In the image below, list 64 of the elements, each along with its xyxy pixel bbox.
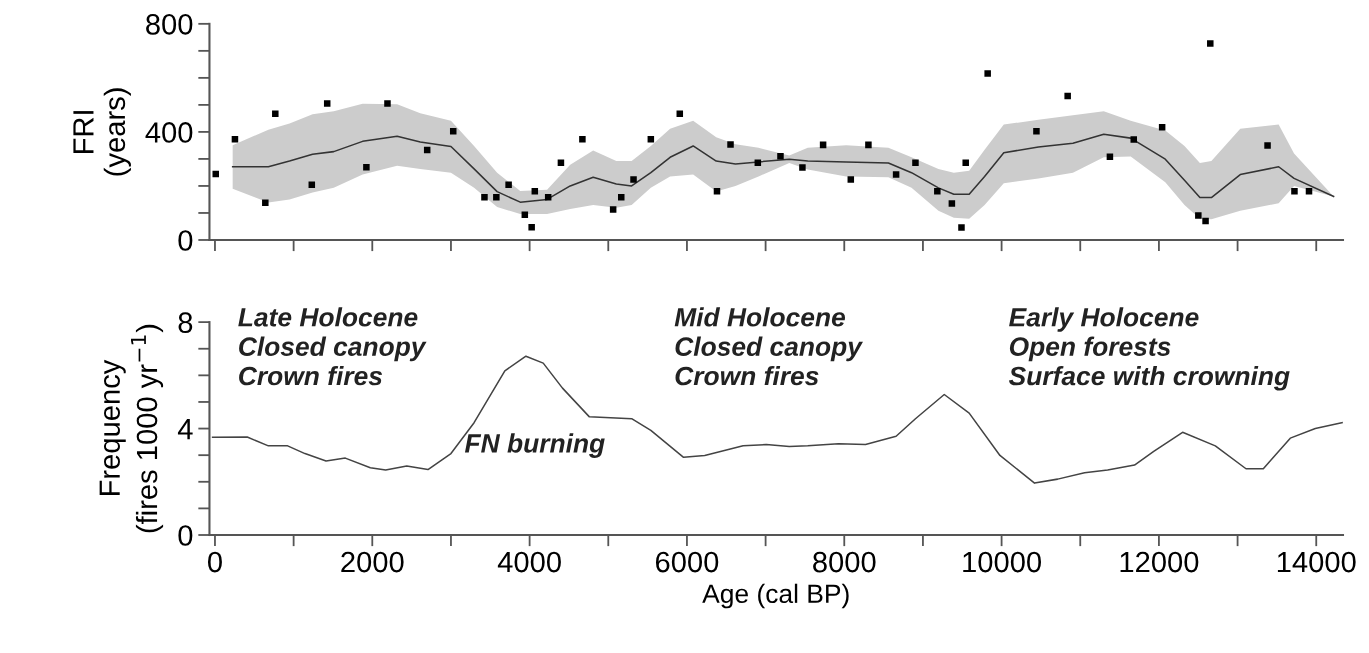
y-tick-label: 800 <box>146 14 193 35</box>
point <box>962 159 969 166</box>
point <box>272 110 279 118</box>
y-axis-title: Frequency (fires 1000 yr$^{−1}$) <box>99 324 164 533</box>
x-tick-label: 8000 <box>813 551 876 573</box>
x-tick-label: 2000 <box>341 551 404 573</box>
point <box>1033 128 1040 135</box>
y-tick-label: 4 <box>177 419 193 440</box>
point <box>777 152 784 160</box>
y-tick-label: 8 <box>178 312 193 333</box>
point <box>384 100 391 107</box>
point <box>505 181 512 189</box>
point <box>934 188 941 195</box>
point <box>544 194 552 201</box>
point <box>1195 212 1202 219</box>
x-tick-label: 4000 <box>497 551 561 573</box>
point <box>528 224 535 231</box>
point <box>630 176 637 183</box>
y-tick-label: 0 <box>178 230 193 251</box>
point <box>727 141 734 148</box>
point <box>212 170 220 178</box>
point <box>892 171 900 178</box>
point <box>1130 136 1137 143</box>
annotation: FN burning <box>464 433 605 458</box>
point <box>958 224 965 231</box>
point <box>754 159 762 166</box>
x-tick-label: 6000 <box>655 551 719 573</box>
point <box>618 194 625 201</box>
point <box>449 128 457 135</box>
point <box>1202 217 1209 225</box>
line-series <box>231 133 1335 203</box>
point <box>1291 188 1298 195</box>
point <box>323 100 331 107</box>
point <box>984 70 991 77</box>
y-tick-label: 400 <box>145 122 193 143</box>
point <box>799 164 806 171</box>
point <box>531 188 539 195</box>
x-tick-label: 14000 <box>1277 551 1356 573</box>
x-axis-title: Age (cal BP) <box>702 583 849 609</box>
point <box>363 164 370 171</box>
y-tick-label: 0 <box>178 525 193 546</box>
x-tick-label: 0 <box>207 551 222 573</box>
point <box>912 159 919 166</box>
annotation: Late Holocene Closed canopy Crown fires <box>238 307 427 386</box>
annotation: Early Holocene Open forests Surface with crowning <box>1008 307 1290 391</box>
point <box>609 206 617 213</box>
point <box>1158 124 1166 131</box>
x-tick-label: 10000 <box>963 551 1042 573</box>
y-axis-title: FRI (years) <box>73 88 131 176</box>
point <box>865 141 872 149</box>
x-tick-label: 12000 <box>1120 551 1199 573</box>
point <box>1305 188 1313 195</box>
annotation: Mid Holocene Closed canopy Crown fires <box>674 307 863 386</box>
point <box>579 135 586 143</box>
point <box>262 199 269 206</box>
point <box>481 194 488 201</box>
point <box>948 200 956 207</box>
point <box>847 176 855 183</box>
point <box>713 188 721 195</box>
point <box>557 159 565 166</box>
point <box>493 194 500 201</box>
point <box>1207 40 1214 47</box>
point <box>1264 142 1271 149</box>
point <box>1064 92 1071 100</box>
